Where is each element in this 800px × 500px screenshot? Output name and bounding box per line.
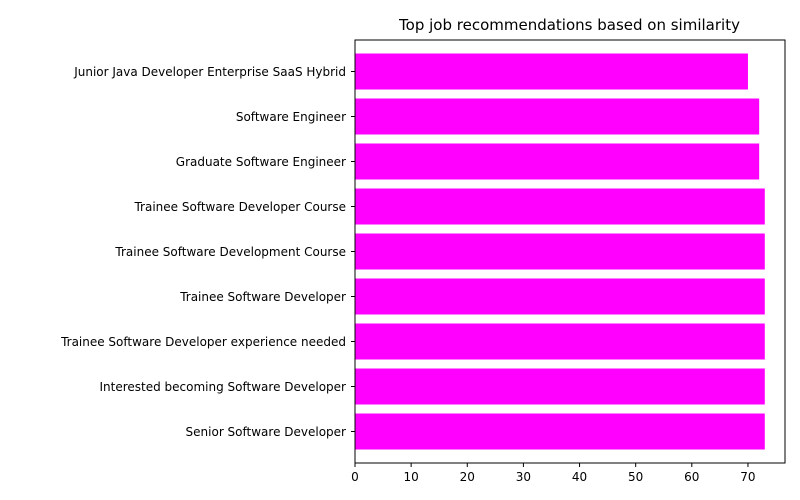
y-tick-label: Senior Software Developer <box>186 425 347 439</box>
x-tick-label: 10 <box>403 470 418 484</box>
y-tick-label: Interested becoming Software Developer <box>100 380 347 394</box>
y-tick-label: Trainee Software Developer experience ne… <box>60 335 346 349</box>
x-tick-label: 70 <box>740 470 755 484</box>
y-tick-labels: Junior Java Developer Enterprise SaaS Hy… <box>60 65 355 439</box>
x-tick-label: 40 <box>572 470 587 484</box>
bars-group <box>355 53 765 450</box>
y-tick-label: Trainee Software Development Course <box>114 245 346 259</box>
bar-trainee-software-development-course <box>355 233 765 270</box>
x-ticks: 0 10 20 30 40 50 60 70 <box>351 463 756 484</box>
x-tick-label: 20 <box>460 470 475 484</box>
plot-frame <box>354 39 786 464</box>
bar-interested-becoming-software-developer <box>355 368 765 405</box>
bar-trainee-software-developer <box>355 278 765 315</box>
bar-senior-software-developer <box>355 413 765 450</box>
y-tick-label: Trainee Software Developer Course <box>133 200 346 214</box>
x-tick-label: 0 <box>351 470 359 484</box>
y-tick-label: Software Engineer <box>236 110 346 124</box>
axes-frame <box>354 39 786 464</box>
bar-trainee-software-developer-course <box>355 188 765 225</box>
bar-graduate-software-engineer <box>355 143 760 180</box>
y-tick-label: Graduate Software Engineer <box>176 155 346 169</box>
y-tick-label: Trainee Software Developer <box>179 290 346 304</box>
bar-junior-java-developer-enterprise-saas-hybrid <box>355 53 748 90</box>
x-tick-label: 30 <box>516 470 531 484</box>
chart-title: Top job recommendations based on similar… <box>398 16 740 34</box>
bar-trainee-software-developer-experience-needed <box>355 323 765 360</box>
bar-software-engineer <box>355 98 760 135</box>
x-tick-label: 60 <box>684 470 699 484</box>
y-tick-label: Junior Java Developer Enterprise SaaS Hy… <box>73 65 346 79</box>
x-tick-label: 50 <box>628 470 643 484</box>
